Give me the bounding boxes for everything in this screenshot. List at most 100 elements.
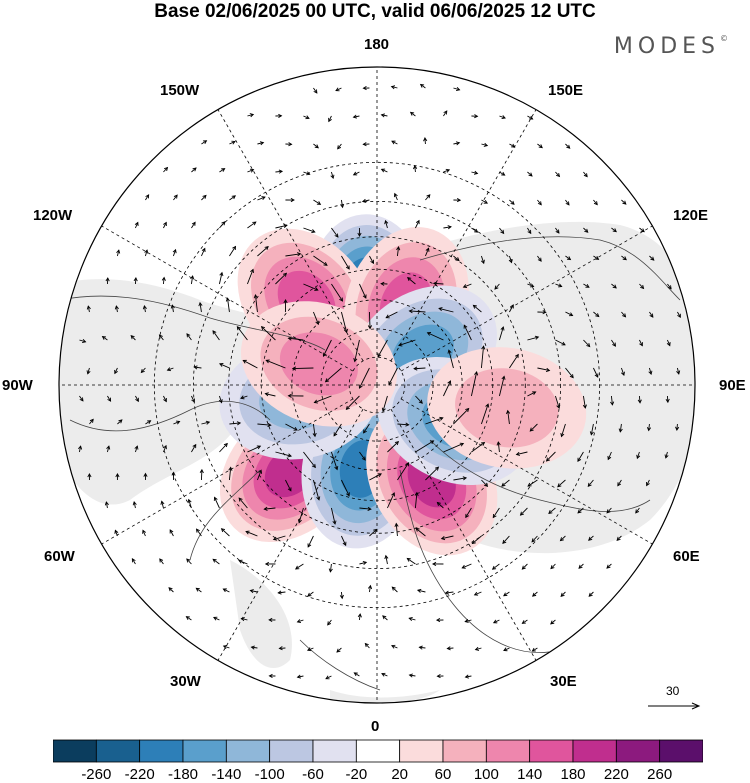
wind-vector bbox=[285, 142, 293, 147]
wind-vector bbox=[565, 199, 570, 206]
wind-vector bbox=[219, 168, 226, 173]
wind-vector bbox=[331, 227, 339, 238]
wind-vector bbox=[362, 142, 370, 147]
wind-vector bbox=[219, 363, 230, 369]
wind-vector bbox=[186, 333, 192, 341]
wind-vector bbox=[606, 507, 612, 514]
wind-vector bbox=[406, 557, 416, 565]
wind-vector bbox=[134, 445, 139, 453]
wind-vector bbox=[312, 479, 321, 501]
wind-vector bbox=[474, 646, 482, 651]
wind-vector bbox=[527, 115, 534, 120]
wind-vector bbox=[79, 339, 87, 343]
wind-vector bbox=[611, 283, 617, 289]
colorbar-segment bbox=[355, 739, 401, 763]
wind-vector bbox=[260, 326, 276, 341]
wind-vector bbox=[327, 619, 332, 626]
wind-vector bbox=[158, 334, 164, 341]
wind-vector bbox=[341, 255, 350, 270]
wind-vector bbox=[617, 479, 622, 487]
wind-vector bbox=[173, 194, 178, 201]
wind-vector bbox=[492, 507, 500, 519]
colorbar-segment bbox=[225, 739, 271, 763]
wind-vector bbox=[186, 558, 192, 565]
wind-vector bbox=[589, 423, 594, 436]
wind-vector bbox=[198, 301, 203, 313]
lon-label-60e: 60E bbox=[673, 548, 700, 565]
wind-vector bbox=[275, 223, 288, 229]
wind-vector bbox=[380, 113, 388, 118]
wind-vector bbox=[555, 339, 566, 346]
wind-vector bbox=[86, 305, 91, 313]
wind-vector bbox=[606, 563, 612, 569]
wind-vector bbox=[163, 221, 167, 229]
wind-vector bbox=[545, 451, 556, 462]
meridian bbox=[101, 398, 354, 545]
wind-vector bbox=[135, 395, 139, 403]
wind-vector bbox=[611, 339, 616, 347]
wind-vector bbox=[415, 440, 435, 453]
wind-vector bbox=[303, 171, 311, 176]
wind-vector bbox=[362, 86, 370, 91]
wind-vector bbox=[296, 619, 304, 624]
wind-vector bbox=[218, 395, 223, 404]
wind-vector bbox=[499, 115, 506, 120]
wind-vector bbox=[646, 423, 652, 432]
wind-vector bbox=[285, 423, 298, 431]
wind-vector bbox=[537, 255, 542, 262]
wind-vector bbox=[515, 451, 528, 456]
colorbar-segment bbox=[399, 739, 444, 763]
wind-vector bbox=[145, 194, 150, 201]
wind-vector bbox=[531, 647, 538, 652]
wind-vector bbox=[114, 367, 118, 375]
colorbar-segment bbox=[659, 739, 703, 763]
wind-vector bbox=[159, 558, 164, 565]
wind-vector bbox=[453, 87, 461, 91]
wind-vector bbox=[169, 529, 174, 537]
wind-vector bbox=[385, 311, 398, 319]
wind-vector bbox=[277, 590, 286, 595]
wind-vector bbox=[313, 395, 332, 404]
wind-vector bbox=[532, 591, 538, 597]
wind-vector bbox=[381, 672, 388, 677]
wind-vector bbox=[336, 647, 342, 653]
wind-vector bbox=[473, 591, 482, 596]
colorbar-segment bbox=[269, 739, 314, 763]
wind-vector bbox=[453, 407, 470, 425]
wind-vector bbox=[330, 507, 337, 525]
wind-vector bbox=[621, 255, 627, 261]
wind-vector bbox=[322, 339, 332, 357]
wind-vector bbox=[303, 115, 310, 120]
colorbar-tick-label: 260 bbox=[647, 766, 673, 783]
wind-vector bbox=[443, 225, 452, 230]
wind-vector bbox=[503, 591, 510, 597]
wind-vector bbox=[555, 283, 563, 288]
wind-vector bbox=[275, 451, 293, 458]
wind-vector bbox=[431, 561, 444, 567]
wind-vector bbox=[337, 143, 342, 150]
wind-vector bbox=[106, 445, 111, 453]
colorbar-tick-label: -260 bbox=[81, 766, 112, 783]
wind-vector bbox=[369, 473, 382, 481]
wind-vector bbox=[425, 416, 444, 425]
wind-vector bbox=[333, 423, 342, 437]
wind-vector bbox=[471, 227, 479, 233]
lon-label-120w: 120W bbox=[33, 207, 73, 224]
wind-vector bbox=[264, 392, 276, 397]
wind-vector bbox=[114, 305, 119, 313]
colorbar-tick-label: -180 bbox=[167, 766, 199, 783]
wind-vector bbox=[161, 276, 166, 285]
wind-vector bbox=[435, 618, 444, 623]
wind-vector bbox=[408, 617, 416, 622]
coastline bbox=[419, 236, 681, 301]
wind-vector bbox=[418, 645, 426, 650]
colorbar-tick-label: 180 bbox=[560, 766, 586, 783]
wind-vector bbox=[496, 441, 501, 453]
wind-vector bbox=[498, 375, 506, 397]
lon-label-90w: 90W bbox=[2, 377, 33, 394]
wind-vector bbox=[384, 554, 389, 565]
wind-vector bbox=[212, 330, 220, 341]
wind-vector bbox=[667, 283, 672, 290]
colorbar-segment bbox=[529, 739, 574, 763]
wind-vector bbox=[537, 199, 542, 206]
